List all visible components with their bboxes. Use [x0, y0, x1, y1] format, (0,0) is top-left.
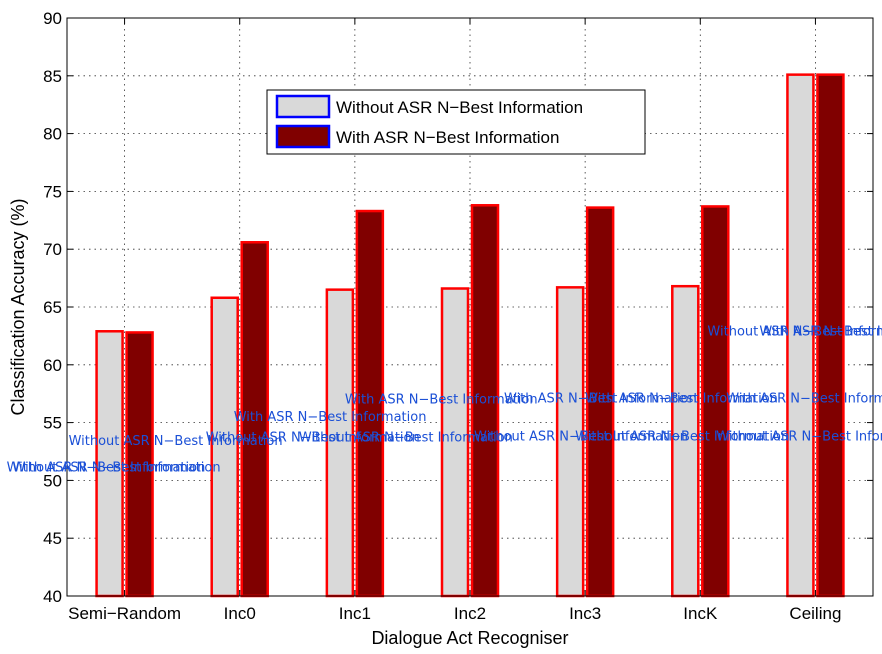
- legend-swatch-with: [275, 124, 331, 149]
- bar-with: [470, 204, 500, 598]
- bar-without: [95, 330, 124, 598]
- x-tick-label: Inc3: [569, 604, 601, 623]
- y-tick-label: 85: [43, 67, 62, 86]
- x-tick-label: Inc2: [454, 604, 486, 623]
- bar-with: [816, 73, 845, 598]
- annotation-label: With ASR N−Best Information: [234, 410, 427, 425]
- y-tick-label: 65: [43, 298, 62, 317]
- annotation-label: Without ASR N−Best Information: [7, 461, 221, 476]
- x-tick-label: IncK: [683, 604, 718, 623]
- y-tick-label: 50: [43, 471, 62, 490]
- bar-with: [240, 241, 269, 598]
- y-axis-ticks: 40 45 50 55 60 65 70 75 80 85 90: [43, 9, 873, 606]
- y-tick-label: 45: [43, 529, 62, 548]
- annotation-label: Without ASR N−Best Information: [575, 429, 789, 444]
- x-tick-label: Inc0: [224, 604, 256, 623]
- x-tick-label: Ceiling: [789, 604, 841, 623]
- x-axis-title: Dialogue Act Recogniser: [371, 628, 568, 648]
- annotation-label: With ASR N−Best Information: [726, 391, 882, 406]
- x-tick-label: Semi−Random: [68, 604, 181, 623]
- annotation-label: Without ASR N−Best Information: [707, 324, 882, 339]
- y-tick-label: 40: [43, 587, 62, 606]
- annotation-label: Without ASR N−Best Information: [716, 429, 882, 444]
- grid-lines: [67, 18, 873, 596]
- legend-swatch-without: [275, 94, 331, 119]
- y-tick-label: 60: [43, 356, 62, 375]
- bar-with: [585, 206, 615, 598]
- annotation-label: With ASR N−Best Information: [345, 392, 538, 407]
- annotation-label: Without ASR N−Best Information: [206, 431, 420, 446]
- annotation-label: With ASR N−Best Information: [504, 391, 697, 406]
- y-axis-title: Classification Accuracy (%): [8, 198, 28, 415]
- x-axis-ticks: Semi−Random Inc0 Inc1 Inc2 Inc3 IncK Ceiling: [68, 18, 841, 623]
- y-tick-label: 70: [43, 240, 62, 259]
- annotation-label: Without ASR N−Best Information: [69, 434, 283, 449]
- y-tick-label: 75: [43, 182, 62, 201]
- annotation-label: Without ASR N−Best Information: [474, 429, 688, 444]
- bars-group: [95, 73, 845, 598]
- legend: Without ASR N−Best Information With ASR …: [266, 89, 646, 155]
- annotation-label: Without ASR N−Best Information: [299, 431, 513, 446]
- y-tick-label: 55: [43, 414, 62, 433]
- bar-with: [701, 205, 730, 598]
- annotation-label: With ASR N−Best Information: [13, 461, 206, 476]
- legend-label-with: With ASR N−Best Information: [336, 128, 559, 147]
- x-tick-label: Inc1: [339, 604, 371, 623]
- bar-with: [125, 331, 154, 598]
- y-tick-label: 90: [43, 9, 62, 28]
- legend-label-without: Without ASR N−Best Information: [336, 98, 583, 117]
- annotation-label: With ASR N−Best Information: [759, 324, 882, 339]
- y-tick-label: 80: [43, 125, 62, 144]
- annotation-label: With ASR N−Best Information: [585, 391, 778, 406]
